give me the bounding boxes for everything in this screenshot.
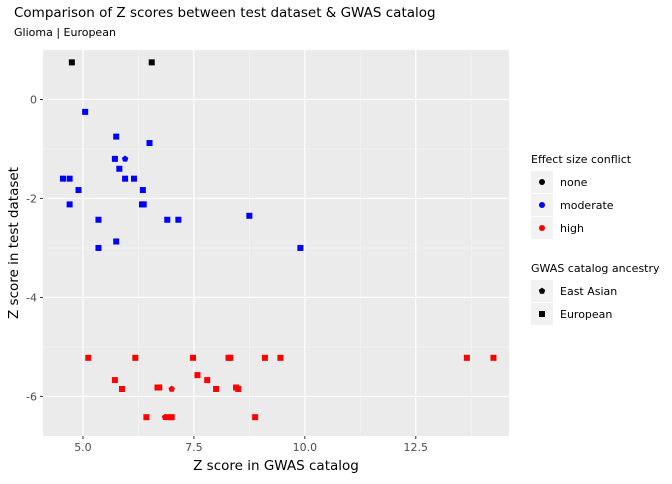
legend-key-moderate bbox=[539, 202, 545, 208]
x-tick-label: 7.5 bbox=[185, 441, 203, 454]
data-point bbox=[148, 59, 155, 66]
x-tick-label: 10.0 bbox=[293, 441, 318, 454]
data-point bbox=[297, 244, 304, 251]
data-point bbox=[204, 377, 211, 384]
legend-label-none: none bbox=[560, 176, 588, 189]
y-tick-label: 0 bbox=[30, 93, 37, 106]
data-point bbox=[165, 414, 172, 421]
data-point bbox=[85, 354, 92, 361]
data-point bbox=[227, 354, 234, 361]
data-points bbox=[59, 59, 497, 421]
data-point bbox=[490, 354, 497, 361]
data-point bbox=[113, 133, 120, 140]
legend-key-east_asian bbox=[538, 287, 546, 294]
x-axis-title: Z score in GWAS catalog bbox=[193, 458, 359, 474]
y-axis-title: Z score in test dataset bbox=[6, 167, 22, 319]
data-point bbox=[213, 385, 220, 392]
data-point bbox=[111, 377, 118, 384]
legend-label-east_asian: East Asian bbox=[560, 285, 617, 298]
chart-subtitle: Glioma | European bbox=[14, 26, 116, 39]
data-point bbox=[277, 354, 284, 361]
legend: Effect size conflict none moderate high GWAS… bbox=[531, 153, 660, 325]
data-point bbox=[252, 414, 259, 421]
data-point bbox=[261, 354, 268, 361]
x-tick-label: 12.5 bbox=[404, 441, 429, 454]
legend-label-moderate: moderate bbox=[560, 199, 614, 212]
data-point bbox=[130, 175, 137, 182]
y-tick-label: -2 bbox=[26, 192, 37, 205]
y-tick-label: -4 bbox=[26, 291, 37, 304]
y-axis-ticks: 0 -2 -4 -6 bbox=[26, 93, 43, 403]
data-point bbox=[66, 175, 73, 182]
data-point bbox=[59, 175, 66, 182]
data-point bbox=[82, 108, 89, 115]
grid-minor bbox=[43, 49, 509, 436]
data-point bbox=[122, 175, 129, 182]
data-point bbox=[116, 165, 123, 172]
data-point bbox=[140, 201, 147, 208]
legend-key-none bbox=[539, 179, 545, 185]
data-point bbox=[95, 216, 102, 223]
data-point bbox=[246, 212, 253, 219]
data-point bbox=[175, 216, 182, 223]
data-point bbox=[156, 384, 163, 391]
data-point bbox=[66, 201, 73, 208]
legend-label-european: European bbox=[560, 308, 612, 321]
data-point bbox=[111, 155, 118, 162]
x-tick-label: 5.0 bbox=[74, 441, 92, 454]
x-axis-ticks: 5.0 7.5 10.0 12.5 bbox=[74, 436, 428, 454]
legend-key-high bbox=[539, 225, 545, 231]
y-tick-label: -6 bbox=[26, 390, 37, 403]
data-point bbox=[95, 244, 102, 251]
legend-title: GWAS catalog ancestry bbox=[531, 262, 660, 275]
data-point bbox=[164, 216, 171, 223]
data-point bbox=[68, 59, 75, 66]
legend-key-european bbox=[539, 311, 545, 317]
data-point bbox=[463, 354, 470, 361]
data-point bbox=[139, 187, 146, 194]
data-point bbox=[235, 385, 242, 392]
data-point bbox=[118, 385, 125, 392]
data-point bbox=[132, 354, 139, 361]
plot-panel bbox=[43, 50, 509, 436]
data-point bbox=[190, 354, 197, 361]
data-point bbox=[121, 155, 129, 162]
data-point bbox=[113, 238, 120, 245]
legend-title: Effect size conflict bbox=[531, 153, 632, 166]
chart-title: Comparison of Z scores between test data… bbox=[14, 5, 436, 21]
data-point bbox=[194, 372, 201, 379]
data-point bbox=[143, 414, 150, 421]
data-point bbox=[75, 187, 82, 194]
data-point bbox=[146, 140, 153, 147]
data-point bbox=[168, 414, 175, 421]
legend-label-high: high bbox=[560, 222, 584, 235]
data-point bbox=[168, 385, 175, 392]
